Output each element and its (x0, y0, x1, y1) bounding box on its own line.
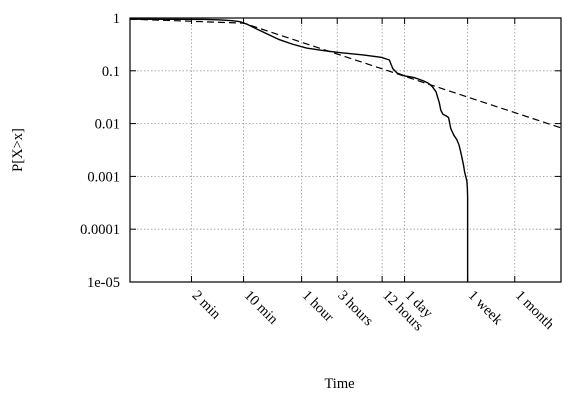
y-tick-label: 0.001 (87, 169, 120, 185)
tick-marks (130, 17, 561, 283)
fit-line (129, 18, 562, 129)
x-tick-label: 10 min (241, 288, 282, 329)
x-tick-label: 3 hours (334, 288, 376, 330)
y-axis-label: P[X>x] (10, 128, 26, 172)
y-tick-label: 0.0001 (80, 222, 120, 238)
x-tick-label: 1 hour (299, 288, 337, 326)
y-tick-label: 1e-05 (87, 275, 120, 291)
x-tick-label: 1 month (512, 288, 558, 334)
y-tick-label: 0.01 (95, 117, 120, 133)
series-layer (129, 18, 562, 282)
y-tick-labels: 1 0.1 0.01 0.001 0.0001 1e-05 (80, 11, 120, 291)
x-tick-label: 2 min (189, 288, 224, 323)
y-tick-label: 0.1 (102, 64, 120, 80)
empirical-ccdf-line (129, 18, 469, 282)
x-tick-label: 1 week (465, 288, 506, 329)
plot-frame (129, 17, 562, 283)
y-tick-label: 1 (113, 11, 120, 27)
x-axis-label: Time (324, 376, 354, 392)
grid (130, 18, 561, 282)
